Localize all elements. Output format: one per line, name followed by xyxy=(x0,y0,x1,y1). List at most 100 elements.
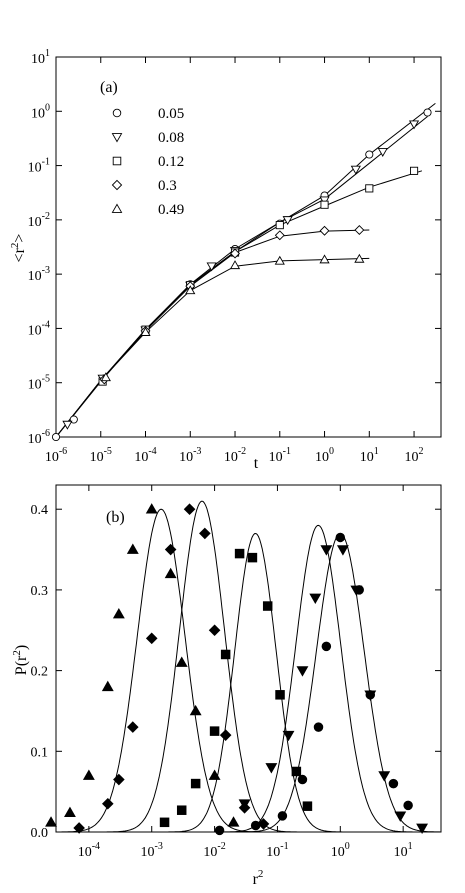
data-point-0.08 xyxy=(336,545,349,556)
data-point-0.12 xyxy=(275,221,284,230)
panel-a: 10-6 10-5 10-4 10-3 10-2 10-1 100 101 102 10-6 10-… xyxy=(9,48,442,472)
series-line-0.12 xyxy=(55,170,423,438)
data-point-0.08 xyxy=(378,771,391,782)
panel-a-legend: 0.05 0.08 0.12 0.3 0.49 xyxy=(111,106,184,218)
panel-b-axes: 10-4 10-3 10-2 10-1 100 101 0.0 0.1 0.2 0.3 0.4 xyxy=(31,485,441,860)
panel-b-label: (b) xyxy=(106,509,125,526)
data-point-0.49 xyxy=(354,253,365,263)
data-point-0.08 xyxy=(282,730,295,742)
data-point-0.12 xyxy=(262,601,273,611)
data-point-0.49 xyxy=(185,285,196,295)
data-point-0.3 xyxy=(208,624,221,637)
x-tick-label: 102 xyxy=(405,446,424,465)
data-point-0.08 xyxy=(416,823,429,835)
data-point-0.49 xyxy=(229,260,241,270)
panel-a-label: (a) xyxy=(100,79,118,96)
series-line-0.49 xyxy=(55,257,370,438)
y-tick-label: 0.3 xyxy=(31,584,49,599)
y-tick-label: 0.4 xyxy=(31,503,49,518)
panel-b-ylabel: P(r2) xyxy=(11,645,30,675)
y-tick-label: 10-6 xyxy=(28,428,50,447)
data-point-0.08 xyxy=(408,120,420,130)
x-tick-label: 10-3 xyxy=(179,446,201,465)
data-point-0.12 xyxy=(365,184,374,193)
data-point-0.3 xyxy=(164,543,177,556)
data-point-0.08 xyxy=(282,216,293,226)
x-tick-label: 10-2 xyxy=(224,446,246,465)
data-point-0.12 xyxy=(176,805,187,815)
x-tick-label: 10-6 xyxy=(45,446,67,465)
legend-marker-0.3 xyxy=(111,179,123,191)
panel-a-markers xyxy=(51,108,432,442)
panel-b: 10-4 10-3 10-2 10-1 100 101 0.0 0.1 0.2 0.3 0.4 (b… xyxy=(11,484,442,888)
data-point-0.05 xyxy=(423,108,432,117)
data-point-0.05 xyxy=(365,150,374,159)
data-point-0.3 xyxy=(101,797,114,810)
x-tick-label: 10-3 xyxy=(141,841,163,860)
data-point-0.05 xyxy=(214,825,225,836)
panel-b-xlabel: r2 xyxy=(253,868,264,888)
data-point-0.05 xyxy=(321,641,332,652)
legend-label-0.3: 0.3 xyxy=(158,178,177,194)
data-point-0.12 xyxy=(159,817,170,828)
legend-marker-0.05 xyxy=(112,108,122,118)
data-point-0.49 xyxy=(82,769,95,780)
data-point-0.49 xyxy=(274,255,285,265)
data-point-0.12 xyxy=(234,548,245,559)
series-line-0.05 xyxy=(56,532,441,833)
data-point-0.49 xyxy=(164,567,177,579)
data-point-0.49 xyxy=(45,816,57,827)
data-point-0.08 xyxy=(309,593,322,605)
data-point-0.12 xyxy=(190,778,201,789)
data-point-0.49 xyxy=(126,543,139,554)
data-point-0.49 xyxy=(319,254,330,264)
data-point-0.12 xyxy=(209,726,220,736)
y-tick-label: 101 xyxy=(31,48,50,67)
data-point-0.12 xyxy=(410,166,419,175)
x-tick-label: 101 xyxy=(360,446,379,465)
data-point-0.3 xyxy=(319,225,330,236)
y-tick-label: 0.0 xyxy=(31,826,49,841)
data-point-0.08 xyxy=(206,262,217,272)
data-point-0.08 xyxy=(62,420,73,430)
data-point-0.05 xyxy=(403,800,413,811)
x-tick-label: 10-5 xyxy=(90,446,112,465)
data-point-0.49 xyxy=(64,806,76,817)
data-point-0.12 xyxy=(247,552,258,563)
data-point-0.12 xyxy=(220,649,231,660)
y-tick-label: 10-2 xyxy=(28,211,50,230)
x-tick-label: 10-1 xyxy=(269,446,291,465)
data-point-0.3 xyxy=(127,721,139,733)
data-point-0.49 xyxy=(140,327,151,336)
data-point-0.05 xyxy=(388,778,399,789)
data-point-0.49 xyxy=(227,816,240,827)
data-point-0.3 xyxy=(145,632,158,645)
series-line-0.08 xyxy=(55,116,428,438)
data-point-0.08 xyxy=(394,811,407,822)
data-point-0.05 xyxy=(297,774,308,785)
data-point-0.12 xyxy=(291,766,302,777)
data-point-0.3 xyxy=(274,230,285,241)
data-point-0.49 xyxy=(189,704,202,716)
data-point-0.3 xyxy=(230,248,240,259)
data-point-0.05 xyxy=(313,722,324,732)
legend-label-0.05: 0.05 xyxy=(158,106,184,122)
series-line-0.05 xyxy=(55,103,436,438)
legend-marker-0.12 xyxy=(112,156,122,166)
data-point-0.08 xyxy=(238,799,251,810)
data-point-0.08 xyxy=(377,148,388,157)
x-tick-label: 101 xyxy=(394,841,413,860)
x-tick-label: 10-4 xyxy=(78,841,100,860)
data-point-0.08 xyxy=(320,545,333,556)
x-tick-label: 10-4 xyxy=(134,446,156,465)
data-point-0.49 xyxy=(100,372,111,382)
data-point-0.3 xyxy=(183,503,196,516)
panel-b-markers xyxy=(45,503,429,836)
legend-marker-0.08 xyxy=(111,133,123,143)
legend-marker-0.49 xyxy=(111,203,123,213)
y-tick-label: 100 xyxy=(31,102,50,121)
legend-label-0.49: 0.49 xyxy=(158,202,184,218)
data-point-0.49 xyxy=(145,503,158,514)
data-point-0.05 xyxy=(250,820,261,831)
